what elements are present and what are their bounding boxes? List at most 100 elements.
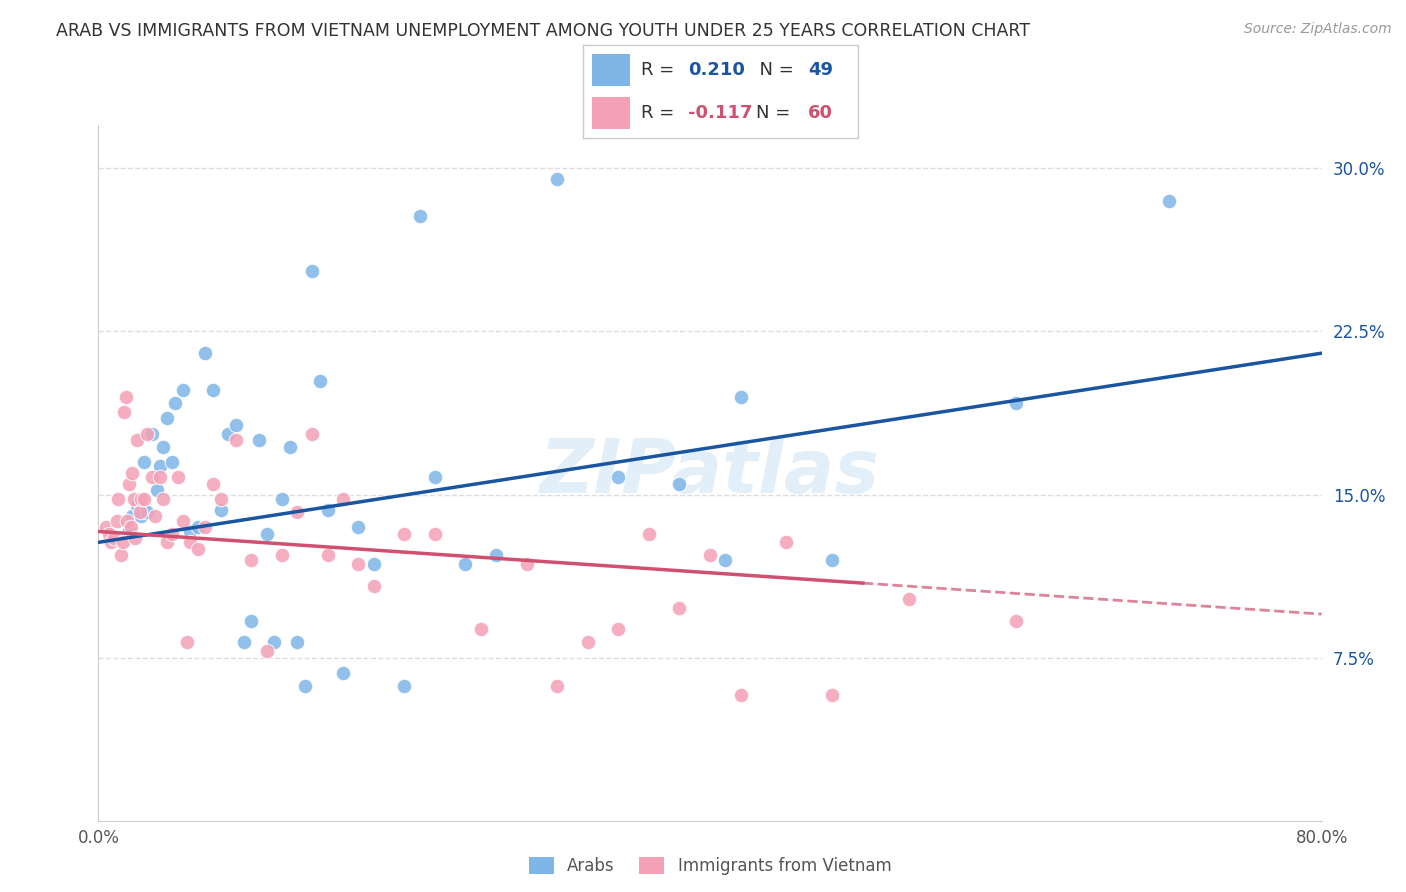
Point — [118, 476, 141, 491]
Point — [141, 470, 163, 484]
Text: 60: 60 — [808, 104, 834, 122]
Point — [392, 679, 416, 693]
Point — [821, 688, 844, 702]
Point — [125, 433, 148, 447]
Point — [270, 491, 292, 506]
Legend: Arabs, Immigrants from Vietnam: Arabs, Immigrants from Vietnam — [522, 850, 898, 882]
Point — [240, 552, 263, 567]
Point — [485, 549, 508, 563]
FancyBboxPatch shape — [592, 97, 630, 129]
Point — [699, 549, 721, 563]
Point — [546, 679, 568, 693]
Text: -0.117: -0.117 — [688, 104, 752, 122]
Point — [179, 524, 201, 539]
Point — [309, 375, 332, 389]
Point — [110, 549, 132, 563]
Point — [316, 549, 339, 563]
Point — [172, 383, 194, 397]
Point — [1157, 194, 1180, 208]
Point — [217, 426, 239, 441]
Point — [194, 520, 217, 534]
Point — [821, 552, 844, 567]
Point — [194, 346, 217, 360]
Point — [98, 526, 121, 541]
Point — [240, 614, 263, 628]
Point — [202, 383, 225, 397]
Point — [576, 635, 599, 649]
Point — [145, 483, 167, 498]
Point — [121, 509, 143, 524]
Point — [546, 172, 568, 186]
Point — [209, 502, 232, 516]
Point — [94, 520, 117, 534]
Point — [301, 426, 323, 441]
Point — [363, 557, 385, 571]
Point — [112, 405, 135, 419]
Point — [111, 535, 134, 549]
Point — [172, 514, 194, 528]
Text: N =: N = — [748, 61, 800, 78]
Point — [668, 476, 690, 491]
Text: R =: R = — [641, 61, 681, 78]
Point — [202, 476, 225, 491]
Point — [117, 514, 139, 528]
Point — [232, 635, 254, 649]
Point — [160, 526, 183, 541]
Point — [607, 470, 630, 484]
Point — [347, 557, 370, 571]
Point — [316, 502, 339, 516]
Point — [209, 491, 232, 506]
Point — [120, 520, 142, 534]
Point — [408, 209, 430, 223]
Point — [176, 635, 198, 649]
Text: 0.210: 0.210 — [688, 61, 745, 78]
Point — [118, 524, 141, 539]
Point — [163, 396, 186, 410]
Point — [136, 505, 159, 519]
Point — [105, 514, 128, 528]
Point — [668, 600, 690, 615]
Point — [225, 417, 247, 432]
Point — [454, 557, 477, 571]
Point — [179, 535, 201, 549]
Point — [363, 579, 385, 593]
Point — [129, 509, 152, 524]
Point — [187, 541, 209, 556]
Text: N =: N = — [756, 104, 796, 122]
Point — [470, 623, 492, 637]
Text: 49: 49 — [808, 61, 834, 78]
Point — [122, 491, 145, 506]
Point — [124, 531, 146, 545]
Point — [294, 679, 316, 693]
Point — [897, 591, 920, 606]
Point — [103, 531, 125, 545]
Point — [730, 390, 752, 404]
Point — [187, 520, 209, 534]
Point — [332, 491, 354, 506]
Point — [347, 520, 370, 534]
Point — [714, 552, 737, 567]
Point — [301, 263, 323, 277]
Point — [423, 470, 446, 484]
Text: R =: R = — [641, 104, 681, 122]
Point — [256, 644, 278, 658]
FancyBboxPatch shape — [592, 54, 630, 86]
Point — [136, 426, 159, 441]
Point — [332, 665, 354, 680]
Point — [607, 623, 630, 637]
Point — [149, 459, 172, 474]
Point — [141, 426, 163, 441]
Point — [143, 509, 166, 524]
Point — [225, 433, 247, 447]
Point — [256, 526, 278, 541]
Point — [107, 491, 129, 506]
Point — [423, 526, 446, 541]
Point — [730, 688, 752, 702]
Point — [160, 455, 183, 469]
Point — [100, 535, 122, 549]
Point — [1004, 614, 1026, 628]
Point — [167, 470, 190, 484]
Point — [129, 491, 152, 506]
Point — [156, 535, 179, 549]
Point — [121, 466, 143, 480]
